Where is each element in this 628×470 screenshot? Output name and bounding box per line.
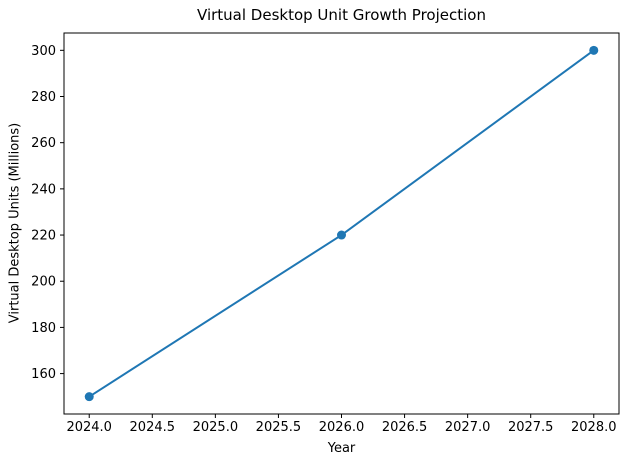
y-axis-tick-label: 180 xyxy=(31,321,56,336)
y-axis-tick-label: 160 xyxy=(31,367,56,382)
x-axis-tick-label: 2024.5 xyxy=(130,420,176,435)
y-axis-tick-label: 300 xyxy=(31,44,56,59)
x-axis-label: Year xyxy=(327,441,356,456)
data-point-marker xyxy=(84,392,94,402)
y-axis-tick-label: 280 xyxy=(31,90,56,105)
data-point-marker xyxy=(589,45,599,55)
x-axis-tick-label: 2027.5 xyxy=(508,420,554,435)
y-axis-label: Virtual Desktop Units (Millions) xyxy=(7,122,23,324)
x-axis-tick-label: 2026.0 xyxy=(319,420,365,435)
x-axis-tick-label: 2028.0 xyxy=(571,420,617,435)
x-axis-tick-label: 2025.5 xyxy=(256,420,302,435)
chart-title: Virtual Desktop Unit Growth Projection xyxy=(197,6,486,24)
x-axis-tick-label: 2027.0 xyxy=(445,420,491,435)
x-axis-tick-label: 2026.5 xyxy=(382,420,428,435)
y-axis-tick-label: 240 xyxy=(31,182,56,197)
y-axis-tick-label: 220 xyxy=(31,229,56,244)
x-axis-tick-label: 2025.0 xyxy=(193,420,239,435)
x-axis-tick-label: 2024.0 xyxy=(66,420,112,435)
plot-area xyxy=(63,32,620,415)
y-axis-tick-label: 200 xyxy=(31,275,56,290)
data-point-marker xyxy=(337,230,346,240)
y-axis-tick-label: 260 xyxy=(31,136,56,151)
